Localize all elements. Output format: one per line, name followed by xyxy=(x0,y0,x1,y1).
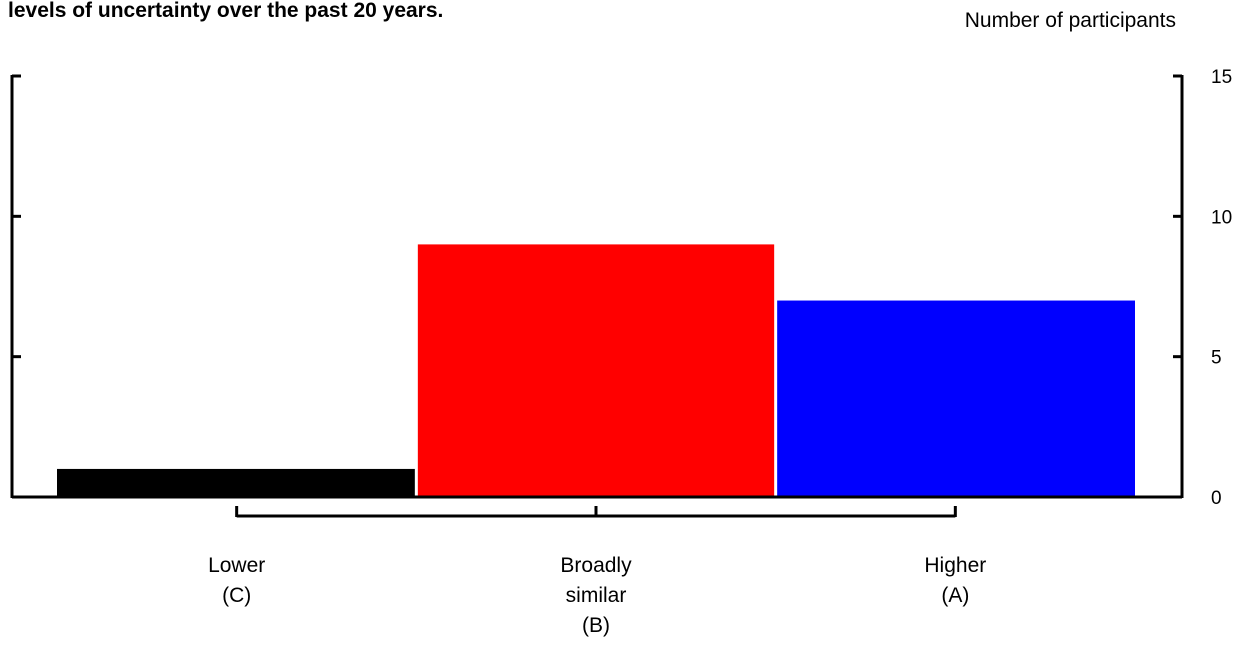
x-tick-label-2: Higher (A) xyxy=(924,554,986,607)
chart-title: levels of uncertainty over the past 20 y… xyxy=(8,0,444,22)
axes-group: 0 5 10 15 Lower (C) Broadly similar (B) Higher (A) xyxy=(10,67,1232,637)
x-tick-label-0: Lower (C) xyxy=(208,554,265,607)
y-tick-label-10: 10 xyxy=(1211,207,1232,228)
y-tick-label-15: 15 xyxy=(1211,67,1232,88)
bar-0 xyxy=(57,468,415,497)
y-tick-label-5: 5 xyxy=(1211,348,1222,369)
x-tick-label-1: Broadly similar (B) xyxy=(560,554,632,637)
bar-1 xyxy=(417,244,775,497)
bars-group xyxy=(57,244,1135,497)
y-tick-label-0: 0 xyxy=(1211,488,1222,509)
bar-2 xyxy=(777,300,1135,497)
y-axis-label: Number of participants xyxy=(964,9,1176,32)
